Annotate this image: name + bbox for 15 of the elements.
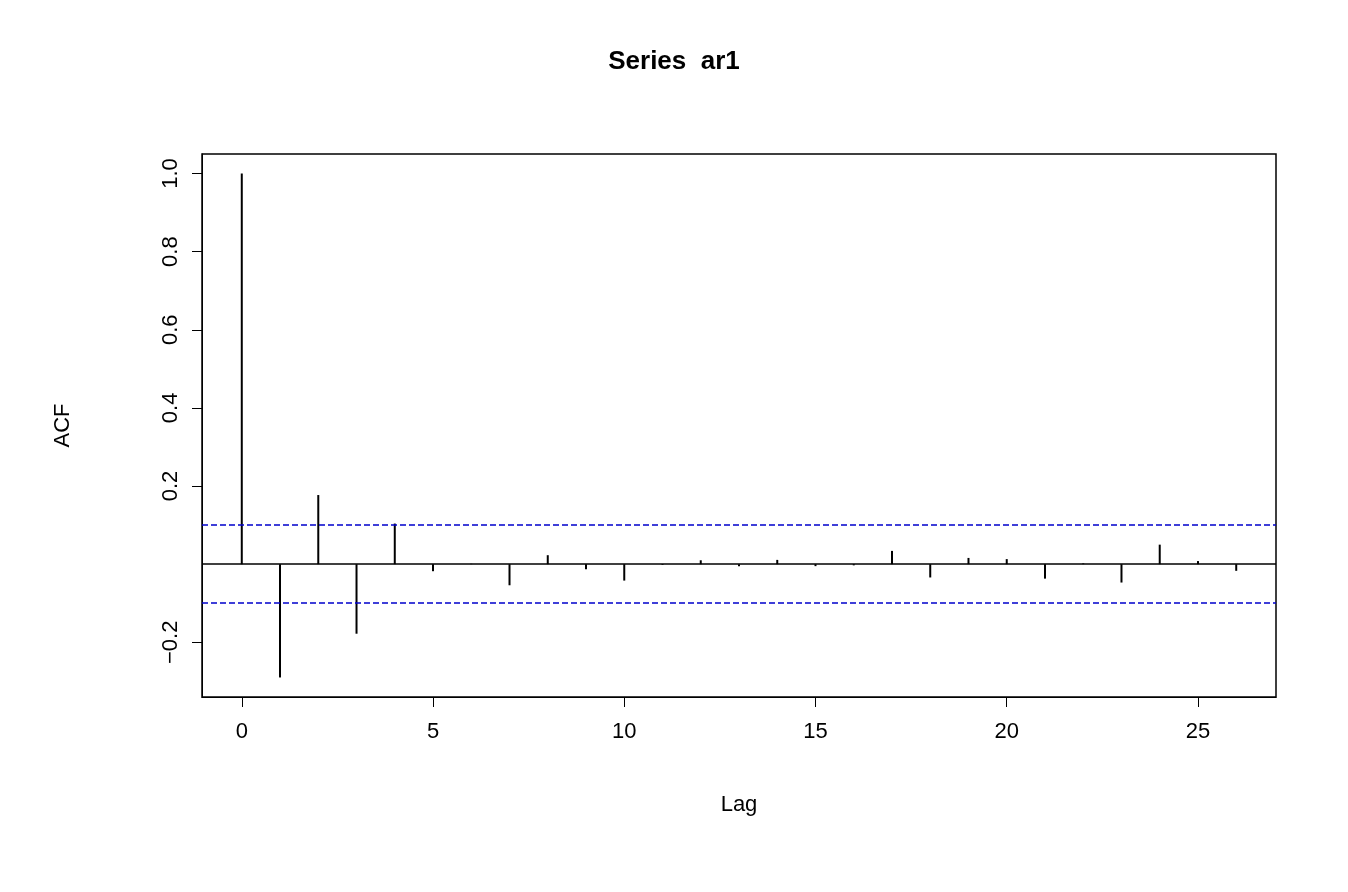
x-axis-title: Lag xyxy=(720,790,758,816)
y-axis-title: ACF xyxy=(48,403,74,448)
x-tick-label: 20 xyxy=(994,717,1019,743)
x-tick-label: 25 xyxy=(1185,717,1211,743)
y-tick-label: 0.8 xyxy=(156,236,182,267)
y-tick-label: 0.6 xyxy=(156,314,182,346)
y-tick-label: 0.4 xyxy=(156,392,182,424)
x-tick-label: 15 xyxy=(803,717,828,743)
x-tick-label: 0 xyxy=(235,717,248,743)
y-tick-label: 1.0 xyxy=(156,158,182,189)
x-tick-label: 5 xyxy=(426,717,440,743)
y-tick-label: 0.2 xyxy=(156,470,182,502)
x-tick-label: 10 xyxy=(612,717,637,743)
chart-title: Series ar1 xyxy=(608,45,740,75)
y-tick-label: −0.2 xyxy=(156,620,182,665)
